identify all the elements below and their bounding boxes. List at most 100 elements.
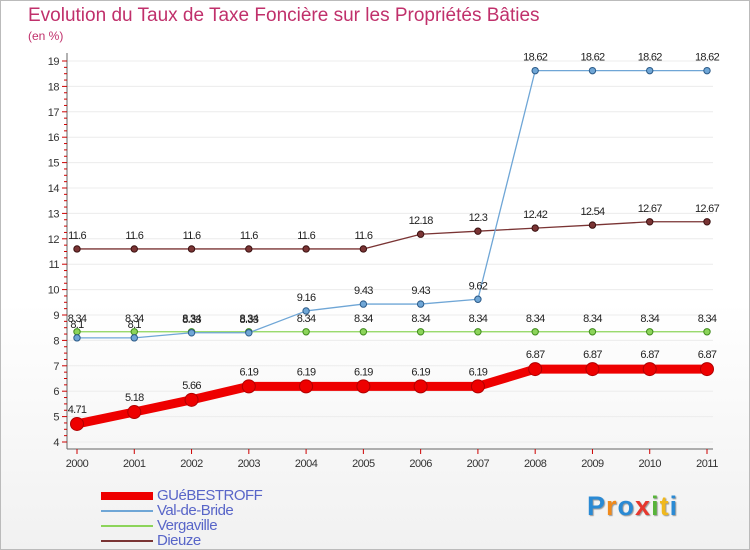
legend-item: GUéBESTROFF (101, 487, 341, 504)
x-tick-label: 2004 (295, 458, 318, 470)
data-label: 9.43 (354, 285, 373, 297)
data-point (245, 245, 253, 253)
data-point (531, 66, 539, 75)
data-label: 18.62 (523, 52, 548, 64)
x-tick-label: 2002 (180, 458, 203, 470)
series-vergaville (73, 328, 711, 336)
data-point (642, 362, 657, 377)
y-tick-label: 19 (48, 56, 60, 68)
legend-swatch (101, 540, 153, 542)
data-point (73, 334, 81, 342)
data-label: 8.33 (240, 314, 259, 326)
y-tick-label: 18 (48, 81, 60, 93)
data-point (70, 416, 84, 431)
data-point (130, 334, 138, 342)
data-label: 6.87 (583, 349, 602, 361)
data-label: 8.1 (70, 319, 84, 331)
logo-letter: o (617, 491, 636, 521)
data-point (416, 230, 425, 238)
data-point (585, 362, 600, 377)
data-point (130, 245, 138, 253)
logo-letter: r (606, 491, 618, 521)
series-dieuze (73, 218, 711, 253)
legend-label: Val-de-Bride (157, 502, 234, 519)
data-label: 6.87 (698, 349, 717, 361)
data-label: 6.19 (411, 366, 430, 378)
data-point (531, 224, 539, 232)
y-tick-label: 10 (48, 285, 60, 297)
data-label: 8.34 (583, 313, 602, 325)
data-label: 8.34 (354, 313, 373, 325)
data-label: 12.67 (638, 203, 663, 215)
proxiti-logo: Proxiti (587, 491, 678, 522)
logo-letter: t (659, 491, 670, 521)
data-point (302, 307, 310, 315)
data-label: 6.19 (469, 366, 488, 378)
data-label: 8.34 (411, 313, 430, 325)
data-label: 11.6 (183, 230, 201, 242)
x-tick-label: 2000 (66, 458, 89, 470)
data-point (646, 66, 654, 75)
legend-swatch (101, 492, 153, 500)
data-point (127, 405, 142, 420)
y-tick-label: 11 (49, 259, 60, 271)
data-label: 8.1 (128, 319, 142, 331)
data-point (356, 379, 371, 394)
y-tick-label: 13 (48, 208, 60, 220)
data-point (646, 328, 654, 336)
data-label: 9.16 (297, 292, 316, 304)
data-label: 8.34 (698, 313, 717, 325)
data-point (416, 300, 425, 308)
data-label: 12.67 (695, 203, 720, 215)
data-label: 8.34 (240, 313, 259, 325)
x-tick-label: 2009 (581, 458, 604, 470)
legend-item: Dieuze (101, 532, 341, 549)
data-point (470, 379, 485, 394)
y-tick-label: 15 (48, 158, 60, 170)
data-point (703, 218, 711, 226)
data-point (700, 362, 714, 377)
data-point (531, 328, 539, 336)
data-point (241, 379, 256, 394)
data-point (184, 392, 199, 407)
series-line (76, 70, 708, 339)
data-label: 8.34 (526, 313, 545, 325)
data-point (359, 245, 368, 253)
data-label: 8.34 (469, 313, 488, 325)
data-point (474, 227, 482, 235)
data-label: 6.19 (240, 366, 259, 378)
data-label: 6.87 (640, 349, 659, 361)
data-label: 12.54 (580, 206, 605, 218)
data-label: 6.19 (297, 366, 316, 378)
data-label: 4.71 (68, 404, 87, 416)
data-label: 11.6 (68, 230, 86, 242)
y-tick-label: 6 (53, 386, 59, 398)
legend-label: Dieuze (157, 532, 201, 549)
y-tick-label: 17 (48, 107, 60, 119)
y-tick-label: 8 (53, 335, 59, 347)
legend-label: GUéBESTROFF (157, 487, 263, 504)
chart-subtitle: (en %) (28, 29, 64, 43)
data-point (703, 328, 711, 336)
data-label: 5.66 (182, 380, 201, 392)
data-label: 6.87 (526, 349, 545, 361)
x-tick-label: 2010 (638, 458, 661, 470)
y-tick-label: 9 (53, 310, 59, 322)
chart-title: Evolution du Taux de Taxe Foncière sur l… (28, 5, 540, 26)
data-label: 18.62 (638, 52, 663, 64)
data-label: 8.34 (182, 313, 201, 325)
legend-swatch (101, 510, 153, 512)
y-tick-label: 7 (53, 361, 59, 373)
data-point (474, 328, 482, 336)
data-label: 11.6 (354, 230, 372, 242)
legend-item: Val-de-Bride (101, 502, 341, 519)
legend-item: Vergaville (101, 517, 341, 534)
data-point (588, 66, 597, 75)
data-label: 9.43 (411, 285, 430, 297)
data-point (703, 66, 711, 75)
data-point (187, 329, 196, 337)
series-gu-bestroff (70, 362, 714, 431)
data-point (359, 300, 368, 308)
logo-letter: P (587, 491, 607, 521)
